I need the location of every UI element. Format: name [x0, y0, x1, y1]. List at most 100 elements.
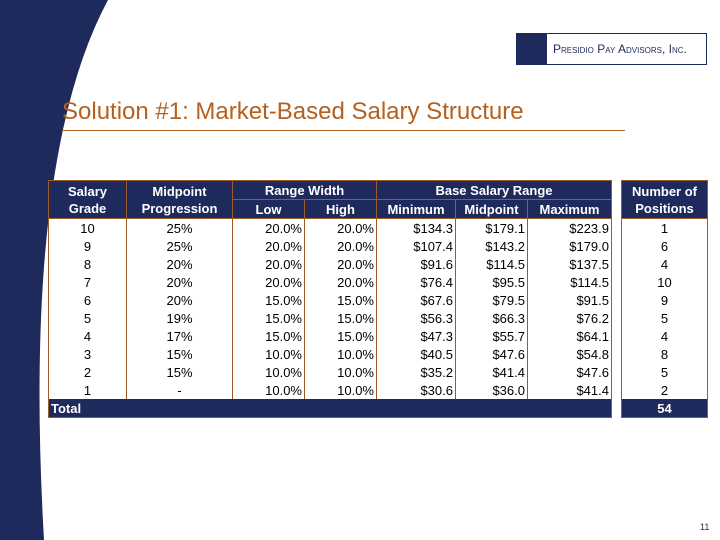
cell: 20.0% — [304, 255, 377, 273]
cell: 5 — [48, 309, 127, 327]
cell: $91.6 — [376, 255, 456, 273]
cell: - — [126, 381, 233, 399]
row: 1-10.0% 10.0% $30.6 $36.0 $41.4 — [48, 381, 612, 399]
row: 4 — [621, 255, 708, 273]
cell: 15.0% — [232, 309, 305, 327]
cell: 1 — [48, 381, 127, 399]
cell: 15% — [126, 363, 233, 381]
row: 5 — [621, 309, 708, 327]
row: 1 — [621, 218, 708, 237]
cell: 20% — [126, 255, 233, 273]
cell: 15.0% — [304, 291, 377, 309]
sub-header: Midpoint — [455, 199, 528, 219]
cell: $67.6 — [376, 291, 456, 309]
page-number: 11 — [700, 522, 710, 532]
cell: 10.0% — [232, 381, 305, 399]
cell: 10.0% — [232, 345, 305, 363]
row: 4 17% 15.0% 15.0% $47.3 $55.7 $64.1 — [48, 327, 612, 345]
cell: 9 — [621, 291, 708, 309]
cell: $35.2 — [376, 363, 456, 381]
cell: 10 — [48, 218, 127, 237]
row: 7 20% 20.0% 20.0% $76.4 $95.5 $114.5 — [48, 273, 612, 291]
cell: 20.0% — [232, 255, 305, 273]
cell: 7 — [48, 273, 127, 291]
cell: 20.0% — [304, 218, 377, 237]
cell: $114.5 — [527, 273, 612, 291]
header: Range Width — [232, 180, 377, 200]
row: 6 — [621, 237, 708, 255]
positions-table: Number of Positions 1 6 4 10 9 5 4 8 5 2 54 — [621, 180, 708, 418]
cell: 1 — [621, 218, 708, 237]
cell: 25% — [126, 237, 233, 255]
cell: 2 — [48, 363, 127, 381]
cell: $66.3 — [455, 309, 528, 327]
cell: $54.8 — [527, 345, 612, 363]
row: 9 — [621, 291, 708, 309]
cell: $114.5 — [455, 255, 528, 273]
cell: 15.0% — [232, 291, 305, 309]
row: 10 25% 20.0% 20.0% $134.3 $179.1 $223.9 — [48, 218, 612, 237]
cell: 5 — [621, 309, 708, 327]
total-row: 54 — [621, 399, 708, 418]
cell: 10.0% — [304, 363, 377, 381]
cell: 15% — [126, 345, 233, 363]
cell: $95.5 — [455, 273, 528, 291]
logo: Presidio Pay Advisors, Inc. — [516, 33, 707, 65]
cell: 20.0% — [304, 237, 377, 255]
cell: 9 — [48, 237, 127, 255]
cell: 3 — [48, 345, 127, 363]
row: 9 25% 20.0% 20.0% $107.4 $143.2 $179.0 — [48, 237, 612, 255]
sub-header: Minimum — [376, 199, 456, 219]
row: 5 — [621, 363, 708, 381]
cell: $179.1 — [455, 218, 528, 237]
cell: $47.6 — [527, 363, 612, 381]
cell: $41.4 — [455, 363, 528, 381]
cell: $41.4 — [527, 381, 612, 399]
cell: 15.0% — [304, 327, 377, 345]
cell: 20.0% — [304, 273, 377, 291]
cell: 20.0% — [232, 218, 305, 237]
cell: 10.0% — [304, 381, 377, 399]
cell: 20.0% — [232, 237, 305, 255]
row: 8 — [621, 345, 708, 363]
row: 2 — [621, 381, 708, 399]
cell: 6 — [48, 291, 127, 309]
cell: 4 — [48, 327, 127, 345]
salary-table: Salary Grade Midpoint Progression Range … — [48, 180, 612, 418]
cell: 4 — [621, 327, 708, 345]
cell: 8 — [48, 255, 127, 273]
cell: 10.0% — [232, 363, 305, 381]
sub-header: Low — [232, 199, 305, 219]
cell: $64.1 — [527, 327, 612, 345]
cell: 8 — [621, 345, 708, 363]
cell: $76.2 — [527, 309, 612, 327]
cell: $76.4 — [376, 273, 456, 291]
cell: 10.0% — [304, 345, 377, 363]
cell: $40.5 — [376, 345, 456, 363]
cell: 15.0% — [232, 327, 305, 345]
header: Number of Positions — [621, 180, 708, 219]
cell: 4 — [621, 255, 708, 273]
sub-header: Maximum — [527, 199, 612, 219]
row: 4 — [621, 327, 708, 345]
row: 10 — [621, 273, 708, 291]
row: 6 20% 15.0% 15.0% $67.6 $79.5 $91.5 — [48, 291, 612, 309]
cell: 5 — [621, 363, 708, 381]
row: 3 15% 10.0% 10.0% $40.5 $47.6 $54.8 — [48, 345, 612, 363]
header: Midpoint Progression — [126, 180, 233, 219]
logo-text: Presidio Pay Advisors, Inc. — [553, 42, 687, 56]
total-value: 54 — [621, 399, 708, 418]
slide-title: Solution #1: Market-Based Salary Structu… — [62, 98, 524, 125]
cell: 20.0% — [232, 273, 305, 291]
title-rule — [62, 130, 625, 131]
cell: 17% — [126, 327, 233, 345]
header: Base Salary Range — [376, 180, 612, 200]
cell: $134.3 — [376, 218, 456, 237]
cell: 10 — [621, 273, 708, 291]
row: 5 19% 15.0% 15.0% $56.3 $66.3 $76.2 — [48, 309, 612, 327]
total-row: Total — [48, 399, 612, 418]
cell: 2 — [621, 381, 708, 399]
cell: 25% — [126, 218, 233, 237]
cell: $30.6 — [376, 381, 456, 399]
